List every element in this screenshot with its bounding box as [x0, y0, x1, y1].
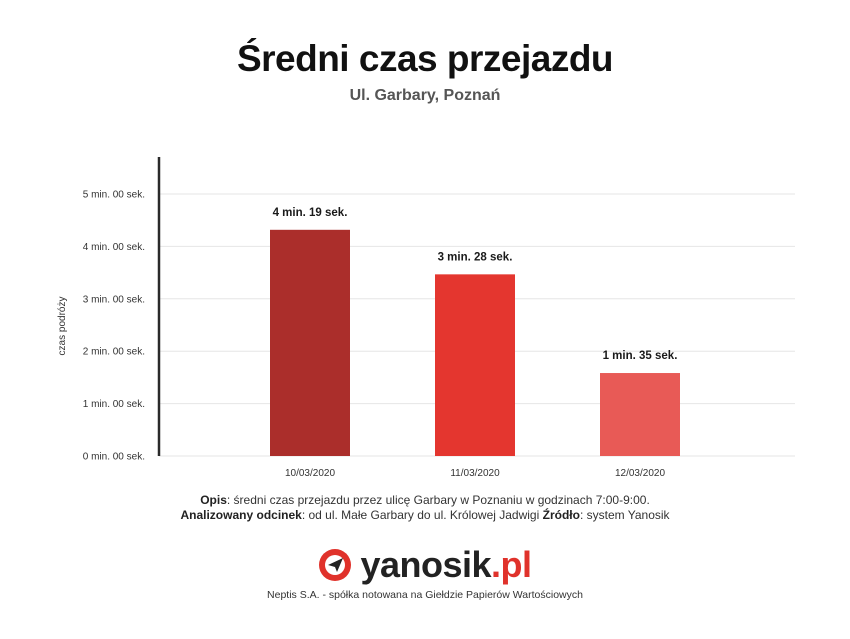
y-axis-label: czas podróży: [57, 297, 68, 356]
chart-title: Średni czas przejazdu: [236, 38, 614, 79]
data-label: 1 min. 35 sek.: [603, 350, 678, 362]
y-tick-label: 4 min. 00 sek.: [83, 242, 145, 253]
yanosik-logo-text: yanosik.pl: [360, 544, 532, 585]
bar: [600, 373, 680, 456]
chart-subtitle: Ul. Garbary, Poznań: [349, 87, 501, 104]
bar: [270, 229, 350, 456]
data-label: 3 min. 28 sek.: [438, 251, 513, 263]
bar: [435, 274, 515, 456]
note-description-text: : średni czas przejazdu przez ulicę Garb…: [226, 493, 650, 507]
note-description: Opis: średni czas przejazdu przez ulicę …: [0, 493, 850, 508]
footer-text: Neptis S.A. - spółka notowana na Giełdzi…: [267, 589, 583, 601]
note-segment-label: Analizowany odcinek: [180, 508, 302, 522]
x-tick-label: 12/03/2020: [615, 468, 665, 479]
note-source-label: Źródło: [542, 508, 580, 522]
yanosik-logo-icon: [319, 549, 352, 581]
y-tick-label: 2 min. 00 sek.: [83, 347, 145, 358]
y-tick-label: 0 min. 00 sek.: [83, 452, 145, 463]
yanosik-logo: yanosik.pl: [0, 544, 850, 585]
y-tick-label: 3 min. 00 sek.: [83, 294, 145, 305]
y-tick-label: 5 min. 00 sek.: [83, 190, 145, 201]
x-tick-label: 11/03/2020: [450, 468, 500, 479]
chart-note: Opis: średni czas przejazdu przez ulicę …: [0, 493, 850, 523]
note-description-label: Opis: [200, 493, 227, 507]
note-source-text: : system Yanosik: [579, 508, 670, 522]
data-label: 4 min. 19 sek.: [273, 207, 348, 219]
bar-chart: 0 min. 00 sek. 1 min. 00 sek. 2 min. 00 se…: [57, 157, 795, 479]
note-segment: Analizowany odcinek: od ul. Małe Garbary…: [0, 508, 850, 523]
y-tick-label: 1 min. 00 sek.: [83, 399, 145, 410]
note-segment-text: : od ul. Małe Garbary do ul. Królowej Ja…: [301, 508, 543, 522]
x-tick-label: 10/03/2020: [285, 468, 335, 479]
